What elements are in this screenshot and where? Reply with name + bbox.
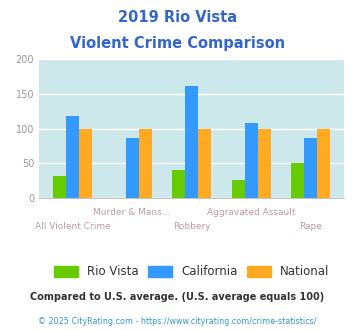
Bar xyxy=(66,116,79,198)
Text: 2019 Rio Vista: 2019 Rio Vista xyxy=(118,10,237,25)
Bar xyxy=(245,123,258,198)
Bar xyxy=(53,176,66,198)
Bar xyxy=(126,138,139,198)
Bar xyxy=(198,129,211,198)
Bar xyxy=(231,180,245,198)
Bar xyxy=(172,170,185,198)
Bar xyxy=(258,129,271,198)
Text: Robbery: Robbery xyxy=(173,221,211,231)
Bar xyxy=(304,138,317,198)
Text: Compared to U.S. average. (U.S. average equals 100): Compared to U.S. average. (U.S. average … xyxy=(31,292,324,302)
Text: Aggravated Assault: Aggravated Assault xyxy=(207,208,295,217)
Bar xyxy=(79,129,92,198)
Text: Murder & Mans...: Murder & Mans... xyxy=(93,208,171,217)
Bar xyxy=(317,129,331,198)
Legend: Rio Vista, California, National: Rio Vista, California, National xyxy=(49,261,334,283)
Text: Violent Crime Comparison: Violent Crime Comparison xyxy=(70,36,285,51)
Bar xyxy=(291,163,304,198)
Text: All Violent Crime: All Violent Crime xyxy=(35,221,110,231)
Text: © 2025 CityRating.com - https://www.cityrating.com/crime-statistics/: © 2025 CityRating.com - https://www.city… xyxy=(38,317,317,326)
Bar xyxy=(185,86,198,198)
Text: Rape: Rape xyxy=(299,221,322,231)
Bar xyxy=(139,129,152,198)
